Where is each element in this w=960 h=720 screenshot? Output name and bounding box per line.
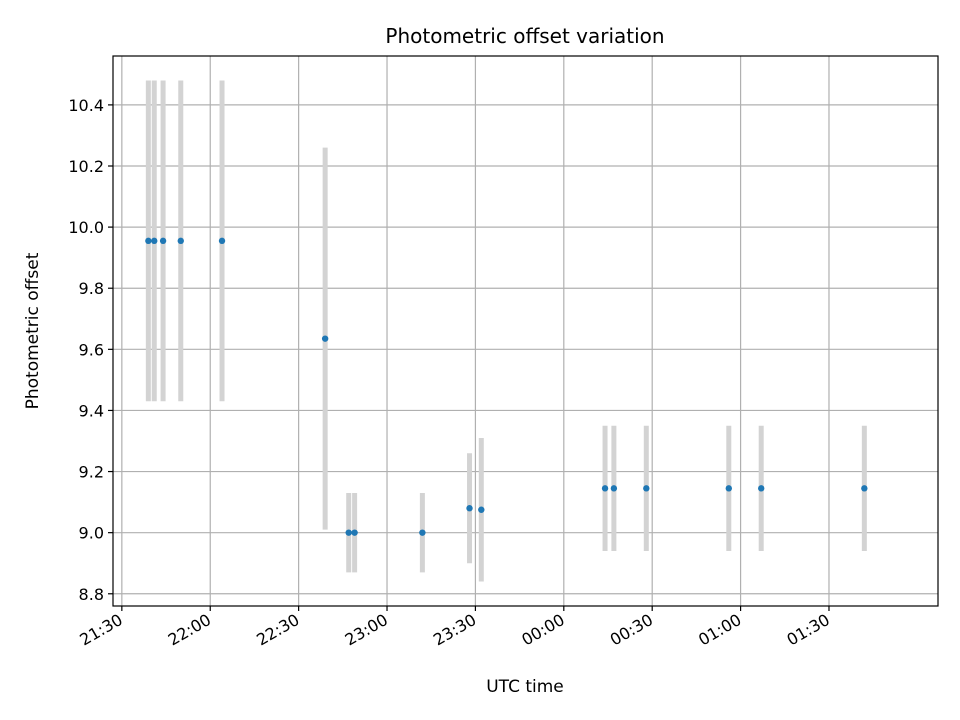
y-tick-label: 9.6 bbox=[79, 340, 104, 359]
y-tick-label: 10.0 bbox=[68, 218, 104, 237]
y-tick-label: 10.4 bbox=[68, 96, 104, 115]
data-point bbox=[643, 485, 650, 492]
x-axis-title: UTC time bbox=[486, 677, 564, 697]
data-point bbox=[466, 505, 473, 512]
y-axis-title: Photometric offset bbox=[23, 252, 43, 409]
y-tick-label: 9.2 bbox=[79, 463, 104, 482]
y-tick-label: 9.4 bbox=[79, 401, 104, 420]
chart-title: Photometric offset variation bbox=[385, 24, 664, 48]
data-point bbox=[159, 237, 167, 245]
data-point bbox=[351, 529, 358, 536]
grid bbox=[113, 56, 938, 606]
data-point bbox=[151, 237, 158, 245]
y-tick-label: 8.8 bbox=[79, 585, 104, 604]
y-tick-label: 9.8 bbox=[79, 279, 104, 298]
data-point bbox=[601, 485, 609, 492]
data-point bbox=[725, 485, 733, 492]
data-point bbox=[861, 485, 868, 492]
data-point bbox=[177, 237, 184, 245]
data-point bbox=[145, 237, 152, 245]
data-point bbox=[345, 529, 352, 536]
data-point bbox=[758, 485, 765, 492]
data-point bbox=[321, 335, 329, 342]
data-points bbox=[145, 237, 868, 536]
plot-frame bbox=[112, 55, 939, 607]
data-point bbox=[478, 506, 485, 513]
y-tick-label: 10.2 bbox=[68, 157, 104, 176]
data-point bbox=[419, 529, 426, 536]
data-point bbox=[610, 485, 618, 492]
data-point bbox=[218, 237, 226, 245]
y-tick-label: 9.0 bbox=[79, 524, 104, 543]
